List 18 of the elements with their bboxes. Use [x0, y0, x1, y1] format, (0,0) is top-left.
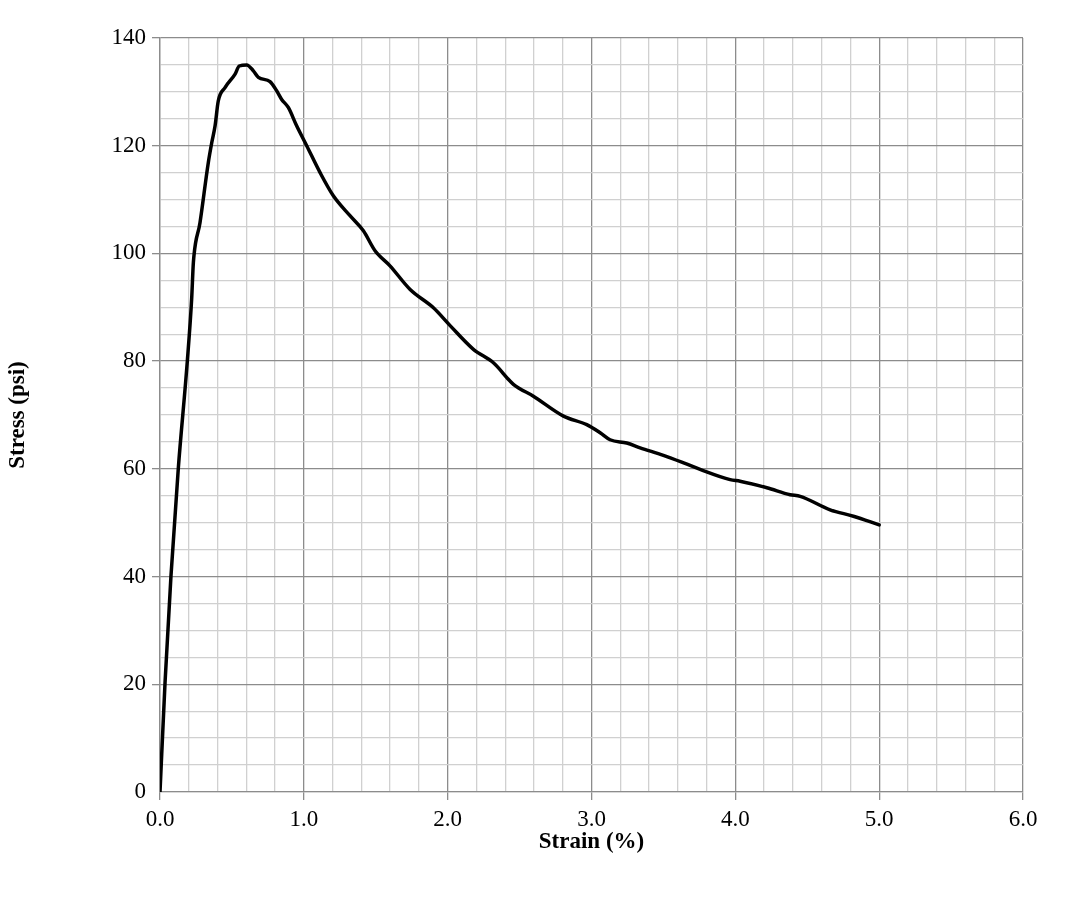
y-tick-label: 140 [111, 24, 146, 50]
y-tick-label: 20 [123, 670, 146, 696]
y-tick-label: 60 [123, 454, 146, 480]
x-tick-label: 5.0 [864, 805, 894, 831]
y-axis-title: Stress (psi) [3, 361, 29, 469]
x-tick-label: 4.0 [720, 805, 750, 831]
y-tick-label: 100 [111, 239, 146, 265]
y-tick-label: 80 [123, 347, 146, 373]
x-tick-label: 0.0 [145, 805, 175, 831]
y-tick-label: 120 [111, 131, 146, 157]
line-series [160, 63, 881, 792]
x-tick-label: 1.0 [289, 805, 319, 831]
x-tick-label: 6.0 [1008, 805, 1038, 831]
x-tick-label: 2.0 [433, 805, 463, 831]
x-axis-title: Strain (%) [538, 828, 645, 854]
y-tick-label: 40 [123, 562, 146, 588]
x-tick-label: 3.0 [577, 805, 606, 831]
y-tick-label: 0 [134, 778, 146, 804]
